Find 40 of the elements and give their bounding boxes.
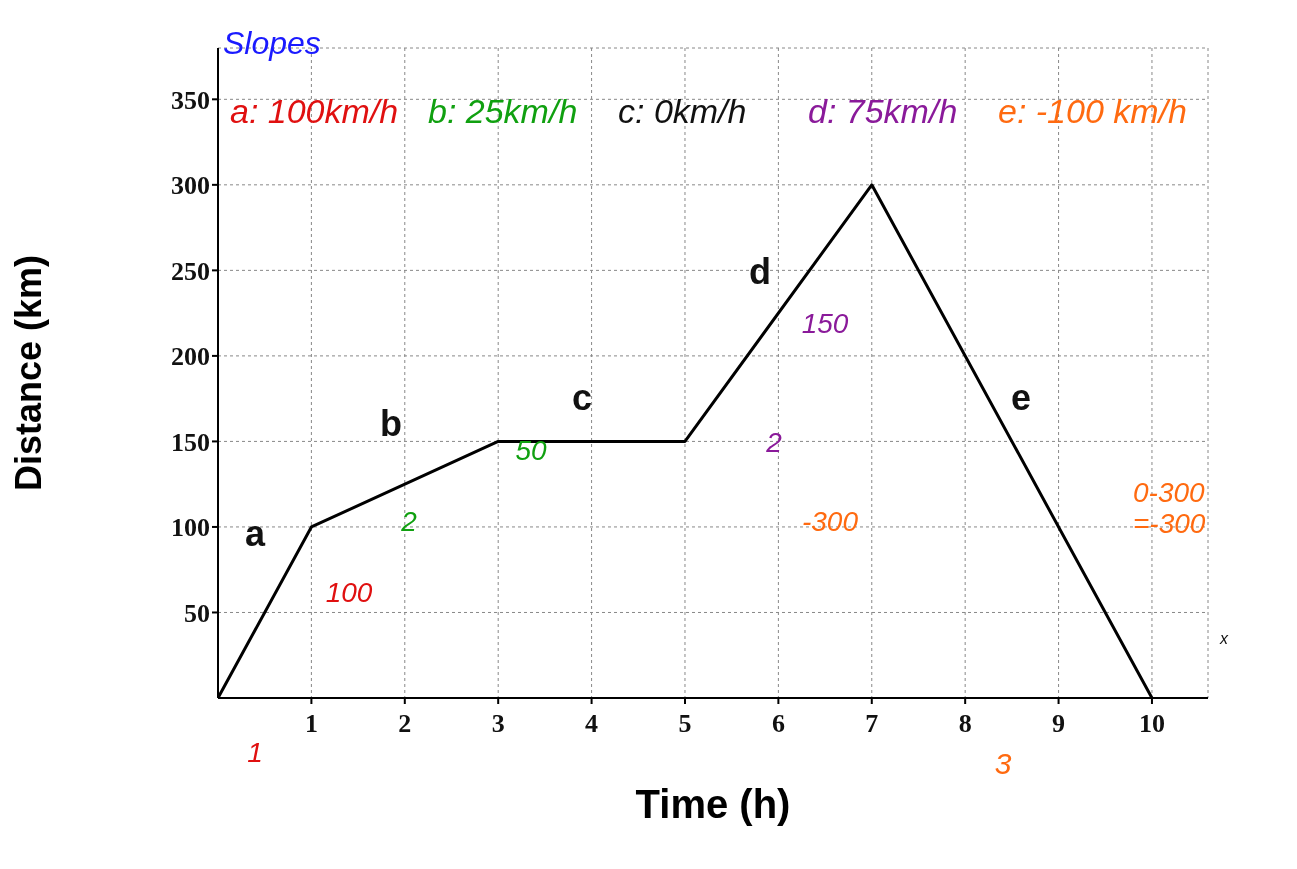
annotation: 2 xyxy=(766,426,782,459)
text: 1 xyxy=(247,736,263,769)
annotation: -300 xyxy=(801,505,859,538)
x-tick-label: 10 xyxy=(1138,709,1165,739)
annotation: b xyxy=(380,403,402,445)
x-tick-label: 7 xyxy=(865,709,879,739)
x-tick-label: 1 xyxy=(304,709,318,739)
y-axis-title: Distance (km) xyxy=(7,254,49,492)
x-tick-label: 5 xyxy=(678,709,692,739)
annotation: c: 0km/h xyxy=(618,92,747,131)
annotation: e xyxy=(1010,377,1032,419)
text: x xyxy=(1220,630,1228,648)
y-tick-label: 350 xyxy=(171,85,210,115)
x-tick-label: 8 xyxy=(958,709,972,739)
annotation: 150 xyxy=(801,307,849,340)
annotation: b: 25km/h xyxy=(428,92,578,131)
annotation: a: 100km/h xyxy=(230,92,399,131)
annotation: a xyxy=(244,513,266,555)
annotation: 50 xyxy=(515,434,547,467)
y-tick-label: 300 xyxy=(171,171,210,201)
x-axis-title: Time (h) xyxy=(635,782,791,826)
x-tick-label: 6 xyxy=(771,709,785,739)
y-tick-label: 150 xyxy=(171,427,210,457)
annotation: d xyxy=(749,251,771,293)
x-tick-label: 9 xyxy=(1052,709,1066,739)
y-tick-label: 50 xyxy=(184,598,210,628)
x-tick-label: 2 xyxy=(398,709,412,739)
text: 3 xyxy=(994,746,1012,780)
annotation: e: -100 km/h xyxy=(998,92,1187,131)
annotation: 0-300 =-300 xyxy=(1133,477,1207,540)
annotation: 2 xyxy=(401,505,417,538)
x-tick-label: 3 xyxy=(491,709,505,739)
y-tick-label: 200 xyxy=(171,342,210,372)
y-tick-label: 250 xyxy=(171,256,210,286)
annotation: d: 75km/h xyxy=(808,92,958,131)
y-tick-label: 100 xyxy=(171,513,210,543)
annotation: Slopes xyxy=(223,25,321,62)
x-tick-label: 4 xyxy=(585,709,599,739)
annotation: c xyxy=(571,377,593,419)
annotation: 100 xyxy=(325,576,373,609)
